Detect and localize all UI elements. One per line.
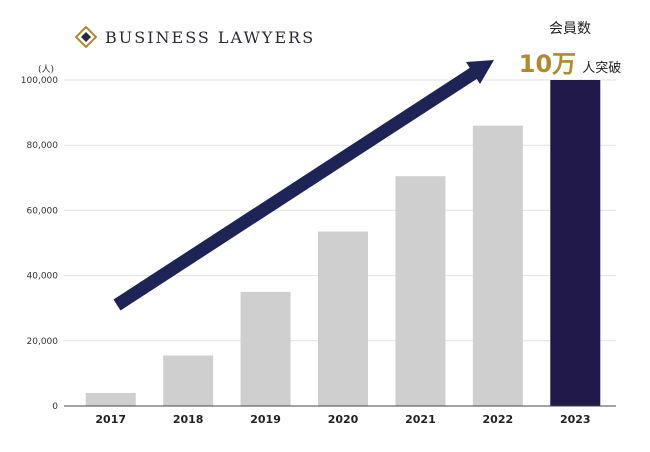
brand-logo: BUSINESS LAWYERS bbox=[75, 26, 315, 48]
callout-line: 10万 人突破 bbox=[510, 44, 630, 79]
member-count-callout: 会員数 10万 人突破 bbox=[510, 18, 630, 79]
brand-name: BUSINESS LAWYERS bbox=[105, 27, 316, 47]
bar-2021 bbox=[395, 176, 446, 406]
x-tick-label: 2020 bbox=[328, 413, 359, 426]
y-tick-label: 100,000 bbox=[21, 76, 58, 86]
x-tick-label: 2023 bbox=[560, 413, 591, 426]
callout-title: 会員数 bbox=[549, 21, 591, 37]
y-tick-label: 60,000 bbox=[27, 206, 59, 216]
y-tick-label: 80,000 bbox=[27, 141, 59, 151]
callout-rest: 人突破 bbox=[582, 61, 622, 76]
x-tick-label: 2017 bbox=[95, 413, 126, 426]
y-axis-unit-label: (人) bbox=[38, 64, 54, 75]
trend-arrow-shaft bbox=[113, 65, 481, 311]
x-tick-label: 2019 bbox=[250, 413, 281, 426]
bar-2023 bbox=[550, 80, 601, 406]
callout-highlight: 10万 bbox=[518, 50, 577, 78]
y-tick-label: 40,000 bbox=[27, 272, 59, 282]
y-tick-label: 0 bbox=[52, 402, 58, 412]
bar-2022 bbox=[472, 125, 523, 406]
upward-trend-arrow bbox=[113, 60, 494, 311]
x-tick-label: 2021 bbox=[405, 413, 436, 426]
bars bbox=[85, 80, 601, 406]
bar-2017 bbox=[85, 392, 136, 406]
x-tick-label: 2022 bbox=[483, 413, 514, 426]
x-tick-label: 2018 bbox=[173, 413, 204, 426]
bar-2019 bbox=[240, 291, 291, 406]
trend-arrow-head bbox=[466, 60, 494, 84]
bar-2020 bbox=[318, 231, 368, 406]
x-axis-ticks: 2017 2018 2019 2020 2021 2022 2023 bbox=[95, 413, 590, 426]
diamond-logo-icon bbox=[75, 26, 97, 48]
bar-2018 bbox=[163, 355, 214, 406]
y-axis-ticks: 0 20,000 40,000 60,000 80,000 100,000 bbox=[21, 76, 58, 412]
y-tick-label: 20,000 bbox=[27, 337, 59, 347]
